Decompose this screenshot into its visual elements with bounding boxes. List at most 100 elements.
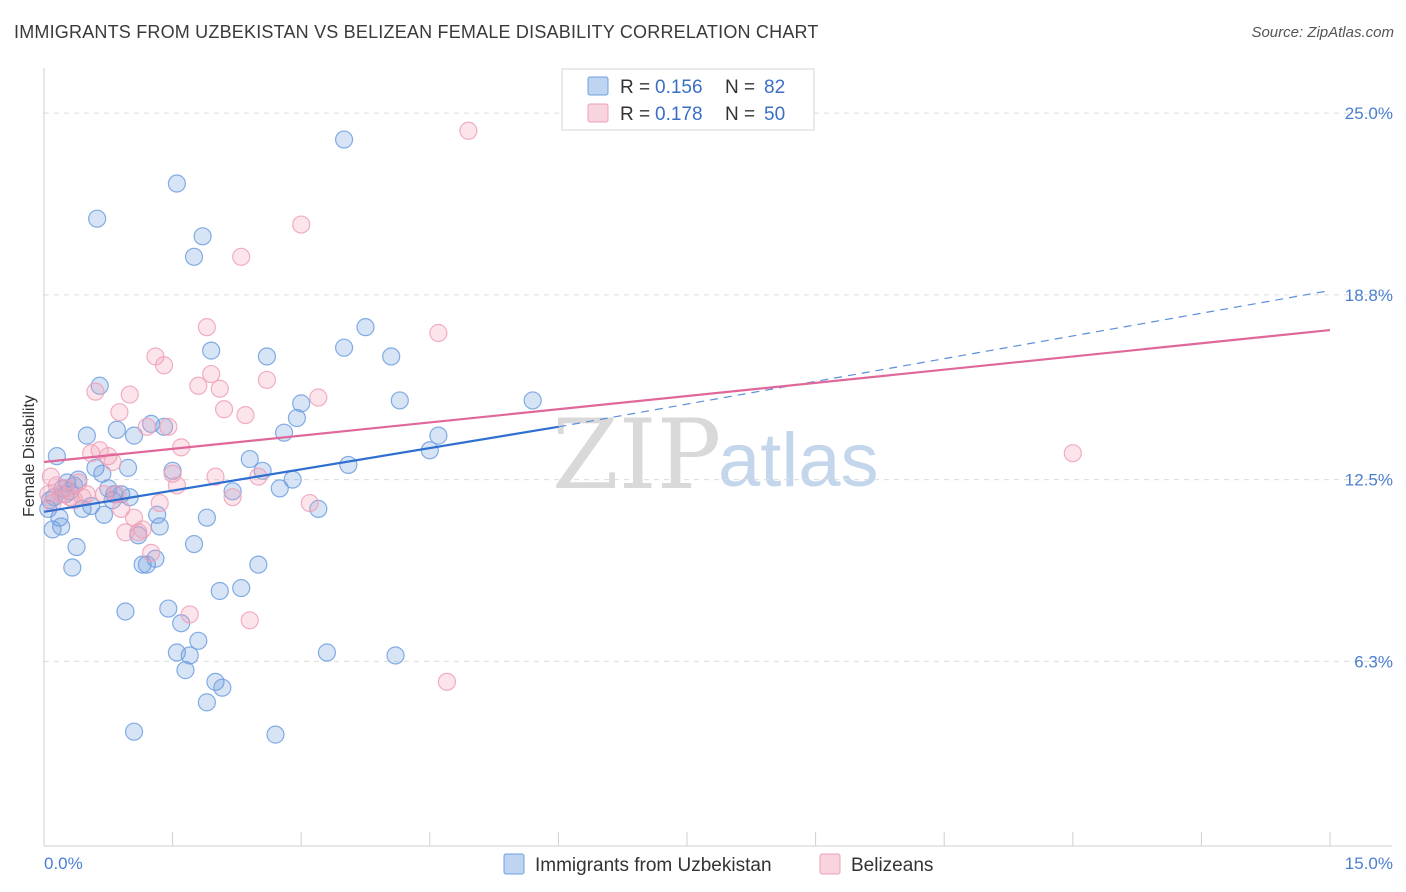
x-tick-label-min: 0.0% (44, 854, 83, 873)
uzbekistan-point (124, 426, 144, 445)
y-tick-labels: 6.3% 12.5% 18.8% 25.0% (1345, 104, 1393, 671)
uzbekistan-point (148, 505, 167, 524)
legend-r-label-2: R = (620, 104, 650, 125)
uzbekistan-point (292, 394, 311, 413)
belizean-point (300, 493, 319, 513)
bottom-legend-swatch-belizeans (819, 853, 841, 875)
belizean-point (103, 452, 122, 472)
uzbekistan-point (334, 338, 354, 357)
trend-line-uzbekistan-extension (558, 289, 1331, 428)
legend-r-label-1: R = (620, 77, 650, 98)
belizean-point (133, 520, 152, 539)
source-label: Source: ZipAtlas.com (1251, 24, 1394, 41)
belizean-point (197, 318, 216, 337)
grid-lines (44, 112, 1392, 662)
watermark-atlas: atlas (718, 418, 879, 503)
uzbekistan-point (197, 508, 216, 527)
uzbekistan-point (287, 408, 307, 428)
uzbekistan-point (184, 534, 204, 554)
uzbekistan-point (189, 631, 208, 650)
belizean-point (240, 611, 259, 630)
y-tick-label: 18.8% (1345, 286, 1393, 305)
belizean-point (159, 417, 178, 436)
uzbekistan-point (150, 517, 169, 536)
belizean-point (210, 379, 229, 398)
uzbekistan-point (334, 130, 354, 149)
x-tick-label-max: 15.0% (1345, 854, 1393, 873)
belizean-point (189, 376, 208, 395)
uzbekistan-point (124, 722, 144, 741)
uzbekistan-point (116, 602, 135, 621)
uzbekistan-point (184, 247, 204, 266)
uzbekistan-point (382, 347, 401, 366)
uzbekistan-point (283, 470, 302, 489)
uzbekistan-point (213, 678, 232, 697)
belizean-point (41, 467, 60, 486)
stats-legend: R = 0.156 N = 82 R = 0.178 N = 50 (561, 68, 815, 131)
belizean-point (120, 385, 139, 404)
uzbekistan-point (107, 420, 126, 439)
uzbekistan-point (67, 537, 86, 557)
uzbekistan-point (193, 227, 212, 246)
uzbekistan-point (77, 426, 96, 445)
uzbekistan-point (429, 426, 448, 445)
belizean-point (110, 403, 129, 422)
y-tick-label: 25.0% (1345, 104, 1393, 123)
bottom-legend-label-uzbekistan: Immigrants from Uzbekistan (535, 855, 772, 876)
trend-line-uzbekistan (43, 425, 559, 513)
uzbekistan-point (63, 558, 82, 577)
uzbekistan-point (202, 341, 221, 360)
uzbekistan-point (94, 505, 114, 524)
belizean-point (86, 382, 105, 401)
uzbekistan-point (176, 661, 195, 680)
uzbekistan-point (118, 458, 138, 477)
legend-n-value-2: 50 (764, 104, 785, 125)
belizean-point (180, 605, 199, 624)
legend-r-value-2: 0.178 (655, 104, 703, 125)
uzbekistan-point (210, 581, 229, 601)
chart-title: IMMIGRANTS FROM UZBEKISTAN VS BELIZEAN F… (14, 22, 819, 42)
legend-n-label-2: N = (725, 104, 755, 125)
uzbekistan-point (390, 391, 409, 410)
belizean-point (150, 493, 169, 513)
belizean-point (137, 417, 156, 436)
bottom-legend-swatch-uzbekistan (503, 853, 525, 875)
belizean-point (223, 488, 242, 507)
belizean-point (206, 467, 225, 486)
legend-swatch-uzbekistan (587, 76, 609, 96)
belizean-point (232, 247, 251, 266)
belizean-point (77, 485, 96, 504)
uzbekistan-point (257, 347, 277, 366)
legend-swatch-belizeans (587, 103, 609, 123)
uzbekistan-point (197, 693, 216, 712)
belizean-point (154, 356, 174, 375)
uzbekistan-point (266, 725, 285, 744)
uzbekistan-point (356, 318, 375, 337)
legend-n-label-1: N = (725, 77, 755, 98)
uzbekistan-point (339, 455, 358, 475)
belizean-point (437, 672, 457, 691)
uzbekistan-point (223, 482, 242, 501)
belizean-point (112, 499, 131, 519)
uzbekistan-point (232, 578, 251, 598)
belizean-point (236, 405, 255, 425)
series-legend: Immigrants from Uzbekistan Belizeans (503, 853, 933, 876)
uzbekistan-point (180, 646, 199, 665)
legend-r-value-1: 0.156 (655, 77, 703, 98)
watermark-zip: ZIP (552, 399, 721, 511)
uzbekistan-point (88, 209, 107, 228)
uzbekistan-point (167, 174, 186, 193)
uzbekistan-point (386, 646, 405, 665)
trend-lines (43, 289, 1331, 513)
belizean-point (214, 400, 234, 419)
uzbekistan-point (159, 599, 178, 618)
belizean-point (429, 323, 448, 343)
uzbekistan-point (52, 517, 71, 536)
uzbekistan-point (240, 449, 259, 469)
belizean-point (142, 543, 161, 562)
y-tick-label: 6.3% (1354, 652, 1393, 671)
x-tick-marks (43, 832, 1331, 846)
belizean-point (202, 364, 221, 384)
trend-line-belizeans (43, 328, 1331, 464)
